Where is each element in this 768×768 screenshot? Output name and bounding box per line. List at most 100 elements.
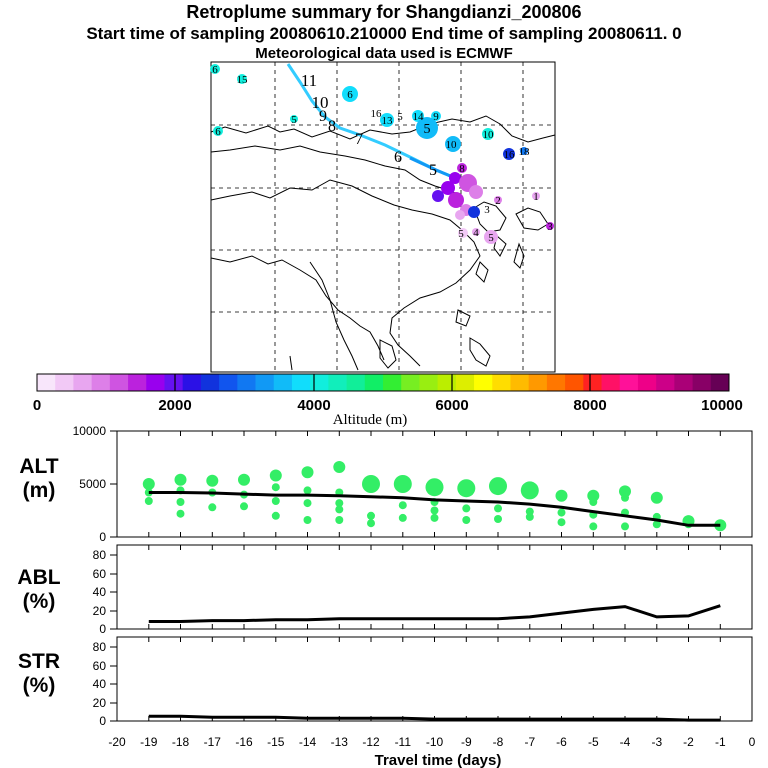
track-label: 10	[312, 93, 329, 112]
track-label: 8	[328, 118, 336, 135]
x-tick-label: -7	[524, 735, 535, 749]
alt-cluster-point	[398, 501, 407, 510]
colorbar-cell	[146, 374, 165, 391]
colorbar-cell	[419, 374, 439, 391]
str-ytick: 80	[93, 640, 107, 654]
alt-cluster-point	[271, 511, 280, 520]
alt-cluster-point	[271, 483, 280, 492]
map-frame	[210, 61, 556, 373]
alt-cluster-point	[142, 478, 155, 490]
alt-cluster-point	[557, 518, 566, 527]
x-tick-label: -2	[683, 735, 694, 749]
cluster-label: 5	[458, 228, 464, 240]
colorbar-cell	[510, 374, 530, 391]
cluster-label: 5	[291, 114, 297, 126]
cluster-label: 4	[473, 227, 479, 239]
alt-cluster-point	[621, 493, 629, 502]
str-yticks: 80 60 40 20 0	[93, 640, 107, 728]
alt-cluster-point	[303, 516, 312, 524]
alt-yticks: 10000 5000 0	[73, 424, 107, 544]
alt-cluster-point	[238, 473, 250, 486]
alt-cluster-point	[650, 491, 663, 504]
colorbar-cell	[546, 374, 566, 391]
alt-cluster-point	[206, 474, 219, 487]
colorbar-cell	[492, 374, 511, 391]
track-labels: 11 10 9 8 7 6 5	[301, 71, 437, 179]
x-tick-label: -18	[172, 735, 190, 749]
abl-ytick: 40	[93, 585, 107, 599]
x-tick-label: -8	[493, 735, 504, 749]
alt-cluster-point	[271, 497, 280, 505]
alt-cluster-point	[462, 504, 471, 513]
abl-line	[148, 604, 721, 623]
colorbar-cell	[200, 374, 220, 391]
colorbar-cell	[383, 374, 402, 391]
alt-cluster-point	[430, 513, 439, 522]
cluster-label: 6	[347, 89, 353, 101]
str-ytick: 60	[93, 659, 107, 673]
alt-label-line2: (m)	[22, 479, 56, 502]
x-tick-label: -6	[556, 735, 567, 749]
alt-ytick: 10000	[73, 424, 107, 438]
abl-ytick: 80	[93, 548, 107, 562]
colorbar: 0 2000 4000 6000 8000 10000 Altitude (m)	[33, 373, 743, 428]
abl-xticks	[116, 545, 753, 629]
colorbar-cell	[219, 374, 238, 391]
colorbar-cell	[182, 374, 202, 391]
colorbar-cell	[346, 374, 366, 391]
colorbar-cell	[255, 374, 275, 391]
alt-cluster-point	[457, 479, 476, 498]
alt-cluster-point	[652, 520, 661, 529]
abl-label-line2: (%)	[22, 590, 56, 613]
cluster-label: 5	[424, 122, 431, 137]
abl-label-line1: ABL	[17, 566, 61, 589]
alt-cluster-point	[335, 505, 344, 514]
sampling-times: Start time of sampling 20080610.210000 E…	[86, 24, 682, 43]
colorbar-cell	[128, 374, 147, 391]
abl-panel-label: ABL (%)	[4, 566, 74, 614]
cluster-label: 13	[382, 115, 394, 127]
x-tick-label: -10	[426, 735, 444, 749]
x-tick-label: -4	[620, 735, 631, 749]
cluster-label: 14	[413, 111, 425, 123]
colorbar-cell	[291, 374, 311, 391]
x-tick-label: -3	[651, 735, 662, 749]
colorbar-cell	[528, 374, 548, 391]
alt-cluster-point	[367, 511, 375, 520]
alt-mean-line	[148, 491, 721, 527]
colorbar-cells	[37, 374, 730, 391]
colorbar-cell	[565, 374, 584, 391]
alt-cluster-point	[301, 466, 314, 479]
colorbar-tick: 0	[33, 397, 41, 414]
colorbar-cell	[55, 374, 74, 391]
colorbar-cell	[601, 374, 621, 391]
abl-ytick: 60	[93, 567, 107, 581]
cluster-label: 15	[237, 74, 249, 86]
track-label: 7	[355, 131, 363, 148]
alt-panel: 10000 5000 0	[73, 424, 753, 544]
abl-ytick: 20	[93, 604, 107, 618]
cluster-label: 6	[215, 126, 221, 138]
x-tick-labels: -20 -19 -18 -17 -16 -15 -14 -13 -12 -11 -10 -9 -8 -7-…	[108, 735, 755, 749]
cluster-label: 5	[397, 111, 403, 123]
cluster-label: 16	[504, 149, 516, 161]
abl-panel: 80 60 40 20 0	[93, 544, 753, 636]
x-tick-label: -13	[331, 735, 349, 749]
str-ytick: 0	[99, 714, 106, 728]
alt-cluster-point	[589, 498, 598, 506]
x-tick-label: -15	[267, 735, 285, 749]
str-panel: 80 60 40 20 0	[93, 636, 753, 728]
str-label-line2: (%)	[22, 674, 56, 697]
x-tick-label: -16	[235, 735, 253, 749]
met-data-note: Meteorological data used is ECMWF	[255, 45, 513, 62]
colorbar-tick: 4000	[297, 397, 330, 414]
alt-ytick: 0	[99, 530, 106, 544]
str-label-line1: STR	[18, 650, 60, 673]
colorbar-cell	[437, 374, 457, 391]
colorbar-cell	[273, 374, 293, 391]
map-panel: 11 10 9 8 7 6 5 6 15 6 5 6 16 13 5 14 9 …	[210, 61, 556, 373]
x-tick-label: -9	[461, 735, 472, 749]
alt-cluster-point	[425, 478, 444, 497]
str-ytick-marks	[110, 646, 117, 722]
